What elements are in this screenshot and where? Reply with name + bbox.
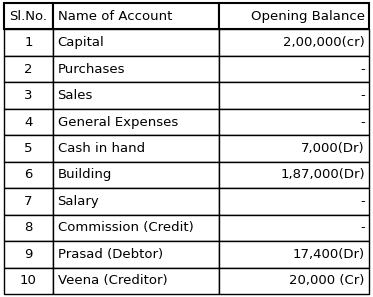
Bar (4, 82, 53, 109)
Bar (219, 188, 369, 215)
Text: 1,87,000(Dr): 1,87,000(Dr) (280, 168, 365, 181)
Text: 6: 6 (24, 168, 32, 181)
Bar (4, 241, 53, 268)
Bar (219, 268, 369, 294)
Text: 5: 5 (24, 142, 33, 155)
Text: General Expenses: General Expenses (57, 116, 178, 129)
Text: Capital: Capital (57, 36, 104, 49)
Text: 2,00,000(cr): 2,00,000(cr) (283, 36, 365, 49)
Text: Opening Balance: Opening Balance (251, 10, 365, 23)
Bar (4, 109, 53, 135)
Bar (4, 162, 53, 188)
Bar (219, 241, 369, 268)
Text: Veena (Creditor): Veena (Creditor) (57, 274, 167, 287)
Bar (53, 109, 219, 135)
Text: 4: 4 (24, 116, 32, 129)
Text: Cash in hand: Cash in hand (57, 142, 145, 155)
Bar (4, 56, 53, 82)
Bar (219, 162, 369, 188)
Bar (53, 82, 219, 109)
Text: Salary: Salary (57, 195, 99, 208)
Bar (53, 188, 219, 215)
Text: 3: 3 (24, 89, 33, 102)
Bar (4, 3, 53, 29)
Text: 17,400(Dr): 17,400(Dr) (293, 248, 365, 261)
Text: Building: Building (57, 168, 112, 181)
Text: -: - (360, 221, 365, 234)
Bar (219, 56, 369, 82)
Bar (53, 3, 219, 29)
Bar (53, 162, 219, 188)
Text: 9: 9 (24, 248, 32, 261)
Bar (219, 135, 369, 162)
Bar (4, 188, 53, 215)
Text: 20,000 (Cr): 20,000 (Cr) (289, 274, 365, 287)
Bar (53, 268, 219, 294)
Bar (219, 109, 369, 135)
Text: -: - (360, 63, 365, 76)
Text: 7,000(Dr): 7,000(Dr) (301, 142, 365, 155)
Text: -: - (360, 116, 365, 129)
Text: 1: 1 (24, 36, 33, 49)
Text: 10: 10 (20, 274, 37, 287)
Bar (4, 29, 53, 56)
Text: 7: 7 (24, 195, 33, 208)
Text: Prasad (Debtor): Prasad (Debtor) (57, 248, 163, 261)
Bar (219, 215, 369, 241)
Bar (219, 29, 369, 56)
Text: Sl.No.: Sl.No. (9, 10, 47, 23)
Text: -: - (360, 89, 365, 102)
Bar (219, 82, 369, 109)
Text: Commission (Credit): Commission (Credit) (57, 221, 193, 234)
Bar (4, 215, 53, 241)
Text: -: - (360, 195, 365, 208)
Text: 2: 2 (24, 63, 33, 76)
Text: 8: 8 (24, 221, 32, 234)
Bar (53, 29, 219, 56)
Bar (53, 215, 219, 241)
Bar (4, 268, 53, 294)
Bar (4, 135, 53, 162)
Bar (219, 3, 369, 29)
Bar (53, 241, 219, 268)
Bar (53, 135, 219, 162)
Bar (53, 56, 219, 82)
Text: Purchases: Purchases (57, 63, 125, 76)
Text: Sales: Sales (57, 89, 93, 102)
Text: Name of Account: Name of Account (57, 10, 172, 23)
